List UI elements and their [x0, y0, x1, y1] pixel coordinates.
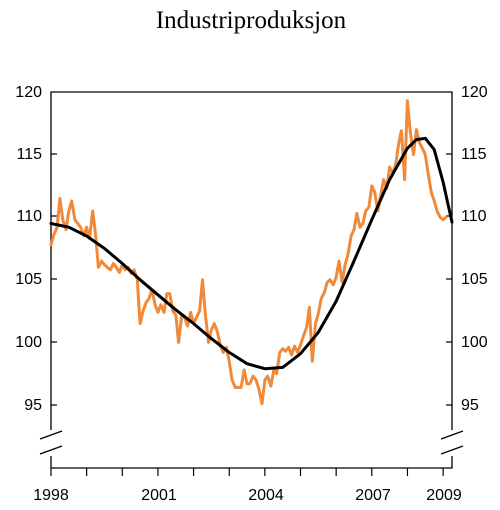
- y-tick-label-left: 115: [16, 146, 42, 163]
- y-ticks-right: 95 100 105 110 115 120: [446, 84, 488, 414]
- y-tick-label-left: 95: [24, 397, 42, 414]
- series-layer: [49, 99, 454, 406]
- x-tick-label: 2004: [248, 487, 284, 504]
- y-tick-label-right: 110: [461, 208, 487, 225]
- y-tick-label-left: 100: [15, 334, 42, 351]
- y-tick-label-right: 105: [461, 271, 488, 288]
- x-tick-label: 2009: [426, 487, 462, 504]
- y-tick-label-right: 120: [461, 84, 488, 101]
- y-tick-label-left: 120: [15, 84, 42, 101]
- y-tick-label-right: 95: [461, 397, 479, 414]
- x-ticks: [50, 468, 444, 476]
- y-tick-label-left: 110: [16, 208, 42, 225]
- x-tick-label: 1998: [33, 487, 69, 504]
- series-line-trend: [49, 136, 454, 371]
- axis-break-right: [439, 430, 465, 456]
- axis-break-left: [38, 430, 64, 456]
- x-tick-label: 2001: [141, 487, 177, 504]
- x-tick-labels: 1998 2001 2004 2007 2009: [33, 487, 462, 504]
- chart-title: Industriproduksjon: [156, 7, 347, 34]
- y-ticks-left: 95 100 105 110 115 120: [15, 84, 57, 414]
- y-tick-label-left: 105: [15, 271, 42, 288]
- plot-frame-lower: [50, 453, 453, 469]
- y-tick-label-right: 115: [461, 146, 487, 163]
- x-tick-label: 2007: [355, 487, 391, 504]
- plot-frame: [50, 91, 453, 432]
- y-tick-label-right: 100: [461, 334, 488, 351]
